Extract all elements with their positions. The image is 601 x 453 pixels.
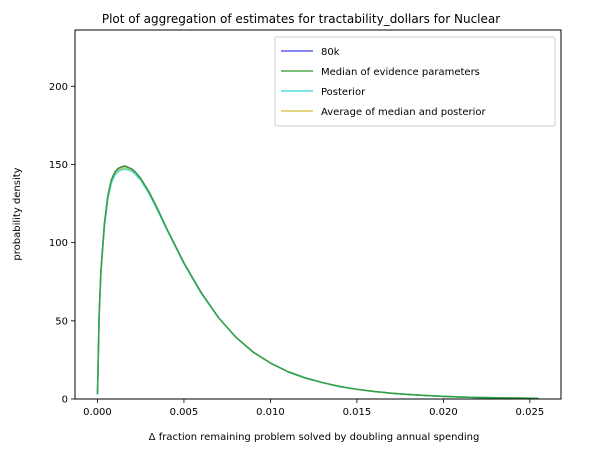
series-line-80k xyxy=(96,165,539,400)
x-tick-label: 0.015 xyxy=(343,407,372,418)
x-tick-label: 0.000 xyxy=(83,407,112,418)
legend-label: Median of evidence parameters xyxy=(321,67,480,78)
chart-title: Plot of aggregation of estimates for tra… xyxy=(102,12,500,26)
legend-label: Posterior xyxy=(321,87,366,98)
x-axis-label: Δ fraction remaining problem solved by d… xyxy=(149,432,480,443)
y-tick-label: 150 xyxy=(49,160,68,171)
y-tick-label: 0 xyxy=(62,395,68,406)
x-tick-label: 0.010 xyxy=(256,407,285,418)
plot-frame xyxy=(74,29,562,400)
legend-box xyxy=(274,36,556,127)
y-axis-label: probability density xyxy=(12,167,23,260)
x-axis: 0.000 0.005 0.010 0.015 0.020 0.025 xyxy=(83,399,544,418)
y-axis: 0 50 100 150 200 xyxy=(49,82,75,406)
series-line-posterior xyxy=(96,168,539,400)
legend-label: Average of median and posterior xyxy=(321,107,486,118)
plot-lines xyxy=(96,165,539,400)
series-line-average-of-median-and-posterior xyxy=(96,166,539,400)
legend-label: 80k xyxy=(321,47,340,58)
x-tick-label: 0.005 xyxy=(170,407,199,418)
x-tick-label: 0.020 xyxy=(429,407,458,418)
y-tick-label: 50 xyxy=(55,316,68,327)
y-tick-label: 100 xyxy=(49,238,68,249)
series-line-median-of-evidence-parameters xyxy=(96,165,539,400)
legend: 80k Median of evidence parameters Posterio… xyxy=(274,36,556,127)
y-tick-label: 200 xyxy=(49,82,68,93)
x-tick-label: 0.025 xyxy=(516,407,545,418)
